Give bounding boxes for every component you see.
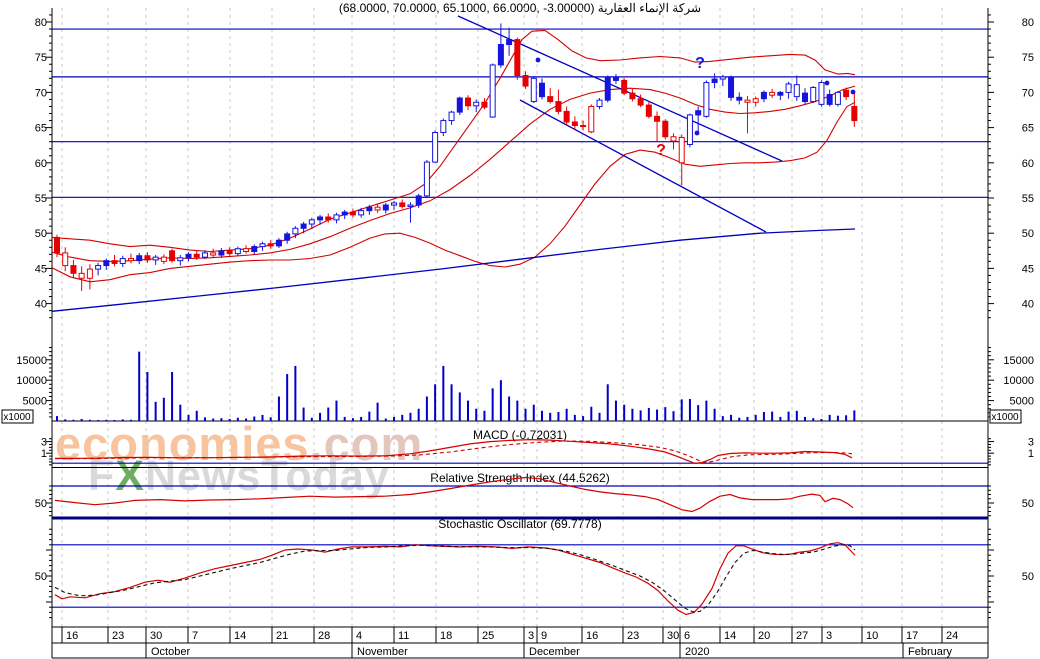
dot-marker [694, 130, 700, 136]
svg-text:25: 25 [482, 630, 494, 642]
price-overlays [51, 15, 856, 312]
svg-text:40: 40 [1022, 299, 1034, 311]
svg-text:November: November [357, 646, 408, 658]
svg-text:27: 27 [796, 630, 808, 642]
svg-text:70: 70 [35, 87, 47, 99]
dot-marker [824, 80, 830, 86]
svg-text:70: 70 [1022, 87, 1034, 99]
svg-text:75: 75 [1022, 52, 1034, 64]
svg-text:1: 1 [41, 448, 47, 460]
svg-text:40: 40 [35, 299, 47, 311]
svg-text:55: 55 [1022, 193, 1034, 205]
svg-text:16: 16 [66, 630, 78, 642]
weekly-gridlines [61, 8, 943, 627]
watermark-newstoday: NewsToday [144, 452, 390, 500]
svg-text:2020: 2020 [685, 646, 709, 658]
watermark-fxnewstoday: FXNewsToday [88, 452, 390, 501]
svg-text:65: 65 [1022, 123, 1034, 135]
svg-text:15000: 15000 [1003, 355, 1034, 367]
svg-text:10000: 10000 [16, 375, 47, 387]
x-axis: 16 23 30 7 14 21 28 4 11 18 25 3 9 16 23 30 6 14 20 27 3 10 17… [52, 626, 988, 659]
svg-text:14: 14 [724, 630, 736, 642]
svg-text:80: 80 [1022, 17, 1034, 29]
candlesticks [54, 23, 858, 291]
svg-text:60: 60 [35, 158, 47, 170]
panel-separators [52, 420, 988, 520]
svg-text:December: December [529, 646, 580, 658]
svg-text:x1000: x1000 [991, 412, 1019, 423]
svg-text:3: 3 [826, 630, 832, 642]
watermark-f: F [88, 452, 116, 500]
svg-text:50: 50 [35, 228, 47, 240]
svg-text:23: 23 [627, 630, 639, 642]
svg-text:February: February [908, 646, 953, 658]
question-mark-annotation: ? [695, 55, 705, 72]
svg-text:1: 1 [1028, 448, 1034, 460]
dot-marker [535, 57, 541, 63]
level-lines [52, 28, 988, 608]
svg-text:24: 24 [946, 630, 958, 642]
volume-bars [56, 351, 856, 421]
indicator-lines [54, 438, 856, 616]
svg-text:50: 50 [1022, 571, 1034, 583]
chart-title: (68.0000, 70.0000, 65.1000, 66.0000, -3.… [338, 1, 702, 15]
svg-text:15000: 15000 [16, 355, 47, 367]
svg-text:3: 3 [528, 630, 534, 642]
svg-text:9: 9 [541, 630, 547, 642]
watermark-dotcom-text: .com [309, 417, 424, 470]
svg-text:October: October [151, 646, 190, 658]
svg-text:80: 80 [35, 17, 47, 29]
svg-text:10000: 10000 [1003, 375, 1034, 387]
svg-text:14: 14 [234, 630, 246, 642]
svg-text:30: 30 [667, 630, 679, 642]
svg-text:55: 55 [35, 193, 47, 205]
watermark-economies: economies.com [55, 416, 423, 471]
svg-text:3: 3 [41, 437, 47, 449]
svg-text:3: 3 [1028, 437, 1034, 449]
svg-text:6: 6 [684, 630, 690, 642]
svg-text:18: 18 [440, 630, 452, 642]
watermark-economies-text: economies [55, 417, 310, 470]
svg-text:23: 23 [112, 630, 124, 642]
svg-text:50: 50 [1022, 498, 1034, 510]
macd-panel-label: MACD (-0.72031) [472, 428, 568, 442]
svg-text:30: 30 [150, 630, 162, 642]
svg-text:65: 65 [35, 123, 47, 135]
annotations: ?? [535, 55, 856, 159]
svg-text:21: 21 [276, 630, 288, 642]
svg-text:50: 50 [35, 571, 47, 583]
svg-text:7: 7 [192, 630, 198, 642]
question-mark-annotation: ? [656, 142, 666, 159]
svg-text:5000: 5000 [23, 396, 47, 408]
svg-text:5000: 5000 [1010, 396, 1034, 408]
svg-text:75: 75 [35, 52, 47, 64]
svg-text:x1000: x1000 [3, 412, 31, 423]
svg-text:17: 17 [906, 630, 918, 642]
svg-text:20: 20 [758, 630, 770, 642]
svg-text:45: 45 [35, 263, 47, 275]
svg-text:50: 50 [35, 498, 47, 510]
dot-marker [850, 89, 856, 95]
svg-text:45: 45 [1022, 263, 1034, 275]
watermark-x: X [115, 452, 145, 500]
svg-text:11: 11 [398, 630, 409, 642]
svg-text:10: 10 [866, 630, 878, 642]
svg-text:4: 4 [356, 630, 362, 642]
svg-text:16: 16 [586, 630, 598, 642]
stochastic-panel-label: Stochastic Oscillator (69.7778) [438, 517, 602, 531]
svg-text:28: 28 [318, 630, 330, 642]
svg-text:60: 60 [1022, 158, 1034, 170]
svg-text:50: 50 [1022, 228, 1034, 240]
